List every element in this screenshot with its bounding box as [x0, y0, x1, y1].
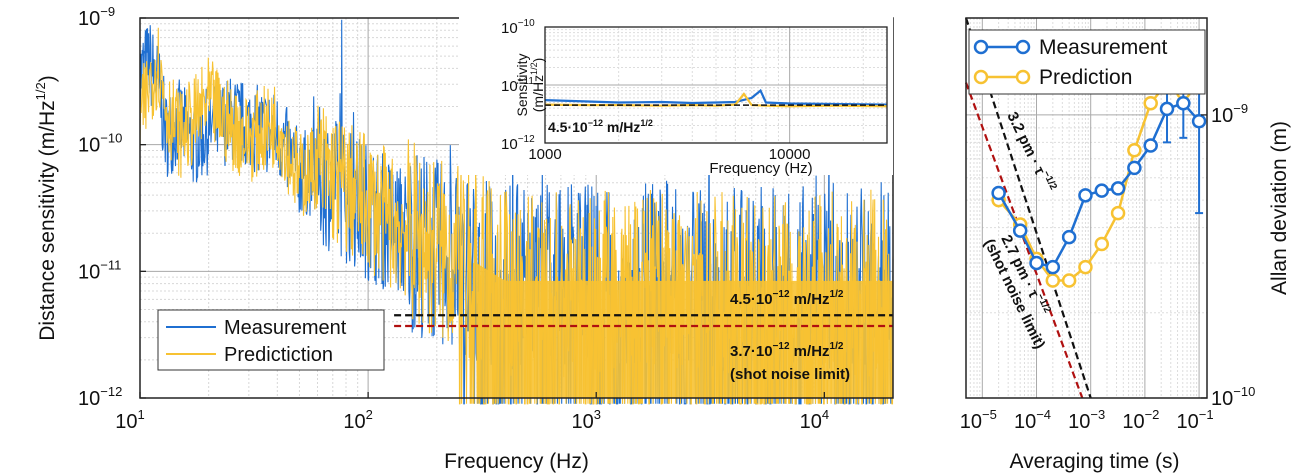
- allan-marker-measurement: [1191, 113, 1207, 129]
- y-axis-title: Distance sensitivity (m/Hz1/2): [33, 75, 59, 340]
- allan-legend-swatch-marker: [1015, 39, 1031, 55]
- allan-marker-measurement: [1127, 160, 1142, 176]
- allan-legend-swatch-marker: [973, 39, 989, 55]
- allan-marker-measurement: [1012, 223, 1028, 238]
- inset-y-tick-label: 10−12: [501, 134, 535, 153]
- inset-series-line-measurement: [544, 88, 888, 106]
- allan-x-tick-label: 10−3: [1068, 407, 1105, 433]
- y-tick-label: 10−12: [78, 384, 122, 410]
- inset-y-tick-label: 10−10: [501, 18, 535, 37]
- allan-legend-label-prediction: Prediction: [1039, 66, 1132, 89]
- allan-marker-prediction: [1127, 143, 1142, 158]
- x-tick-label: 102: [343, 407, 372, 433]
- allan-legend-swatch-marker: [1015, 69, 1031, 85]
- x-axis-title: Frequency (Hz): [444, 450, 589, 473]
- inset-y-axis-title-line1: Sensitivity: [514, 53, 530, 116]
- allan-x-axis-title: Averaging time (s): [1009, 450, 1179, 473]
- allan-marker-measurement: [1078, 188, 1093, 203]
- allan-marker-measurement: [1045, 259, 1061, 275]
- allan-marker-prediction: [1110, 205, 1126, 221]
- inset-background: [459, 15, 893, 175]
- allan-marker-measurement: [1176, 95, 1191, 111]
- y-tick-label: 10−9: [78, 4, 115, 30]
- allan-marker-measurement: [1159, 101, 1175, 117]
- inset-plot-frame: [544, 26, 888, 144]
- inset-y-axis-title-line2: (m/Hz1/2): [529, 58, 546, 113]
- allan-y-tick-label: 10−10: [1211, 384, 1255, 410]
- inset-x-axis-title: Frequency (Hz): [709, 160, 812, 177]
- y-tick-label: 10−10: [78, 131, 122, 157]
- legend-label-measurement: Measurement: [224, 317, 347, 339]
- allan-x-tick-label: 10−5: [960, 407, 997, 433]
- allan-marker-prediction: [1061, 273, 1077, 288]
- allan-marker-prediction: [1045, 273, 1061, 288]
- y-tick-label: 10−11: [78, 257, 121, 283]
- allan-marker-prediction: [1094, 236, 1110, 252]
- annotation-sensitivity-value: 4.5·10−12 m/Hz1/2: [730, 289, 844, 308]
- allan-marker-prediction: [1143, 95, 1158, 111]
- inset-y-tick-label: 10−11: [501, 76, 534, 95]
- allan-x-tick-label: 10−1: [1177, 407, 1214, 433]
- allan-marker-measurement: [1110, 181, 1126, 196]
- allan-marker-measurement: [991, 185, 1006, 201]
- main-chart: 4.5·10−12 m/Hz1/2 3.7·10−12 m/Hz1/2 (shot …: [33, 4, 894, 473]
- series-fill-prediction: [476, 263, 893, 398]
- allan-x-tick-label: 10−4: [1014, 407, 1051, 433]
- allan-marker-measurement: [1061, 229, 1077, 245]
- allan-marker-measurement: [1143, 138, 1158, 153]
- allan-marker-measurement: [1094, 183, 1110, 198]
- inset-x-tick-label: 10000: [769, 146, 811, 163]
- allan-chart: 3.2 pm · τ−1/22.7 pm · τ−1/2(shot noise …: [960, 17, 1291, 473]
- allan-marker-measurement: [1029, 255, 1044, 271]
- allan-legend-box: [968, 29, 1206, 95]
- x-tick-label: 104: [800, 407, 829, 433]
- legend-label-prediction: Predictiction: [224, 344, 333, 366]
- allan-x-tick-label: 10−2: [1122, 407, 1159, 433]
- allan-plot-frame: [965, 17, 1208, 399]
- allan-legend-swatch-marker: [973, 69, 989, 85]
- allan-legend-label-measurement: Measurement: [1039, 36, 1168, 59]
- inset-annotation-value: 4.5·10−12 m/Hz1/2: [548, 118, 653, 135]
- x-tick-label: 101: [115, 407, 144, 433]
- allan-y-axis-title: Allan deviation (m): [1268, 121, 1291, 295]
- annotation-shot-noise-label: (shot noise limit): [730, 366, 850, 383]
- allan-marker-prediction: [1078, 259, 1093, 275]
- allan-y-tick-label: 10−9: [1211, 101, 1248, 127]
- legend-box: [157, 309, 385, 371]
- x-tick-label: 103: [571, 407, 600, 433]
- annotation-shot-noise-value: 3.7·10−12 m/Hz1/2: [730, 341, 844, 360]
- inset-x-tick-label: 1000: [528, 146, 561, 163]
